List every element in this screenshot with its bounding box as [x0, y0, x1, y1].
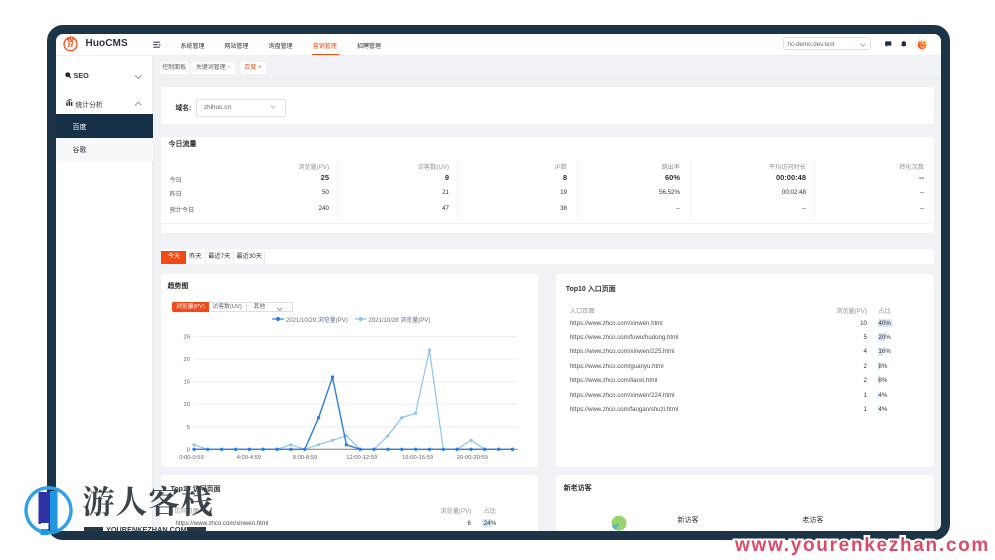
svg-text:H: H — [66, 40, 74, 49]
svg-text:4:00-4:59: 4:00-4:59 — [237, 455, 262, 461]
svg-text:8:00-8:59: 8:00-8:59 — [293, 455, 318, 461]
svg-text:25: 25 — [184, 335, 190, 341]
svg-text:10: 10 — [184, 402, 190, 408]
svg-text:15: 15 — [184, 380, 190, 386]
svg-text:16:00-16:59: 16:00-16:59 — [402, 455, 433, 461]
svg-text:20:00-20:59: 20:00-20:59 — [457, 455, 488, 461]
svg-text:0:00-0:59: 0:00-0:59 — [179, 455, 204, 461]
svg-text:5: 5 — [187, 425, 190, 431]
svg-text:20: 20 — [184, 357, 190, 363]
svg-text:0: 0 — [187, 447, 190, 453]
svg-text:12:00-12:59: 12:00-12:59 — [346, 455, 377, 461]
